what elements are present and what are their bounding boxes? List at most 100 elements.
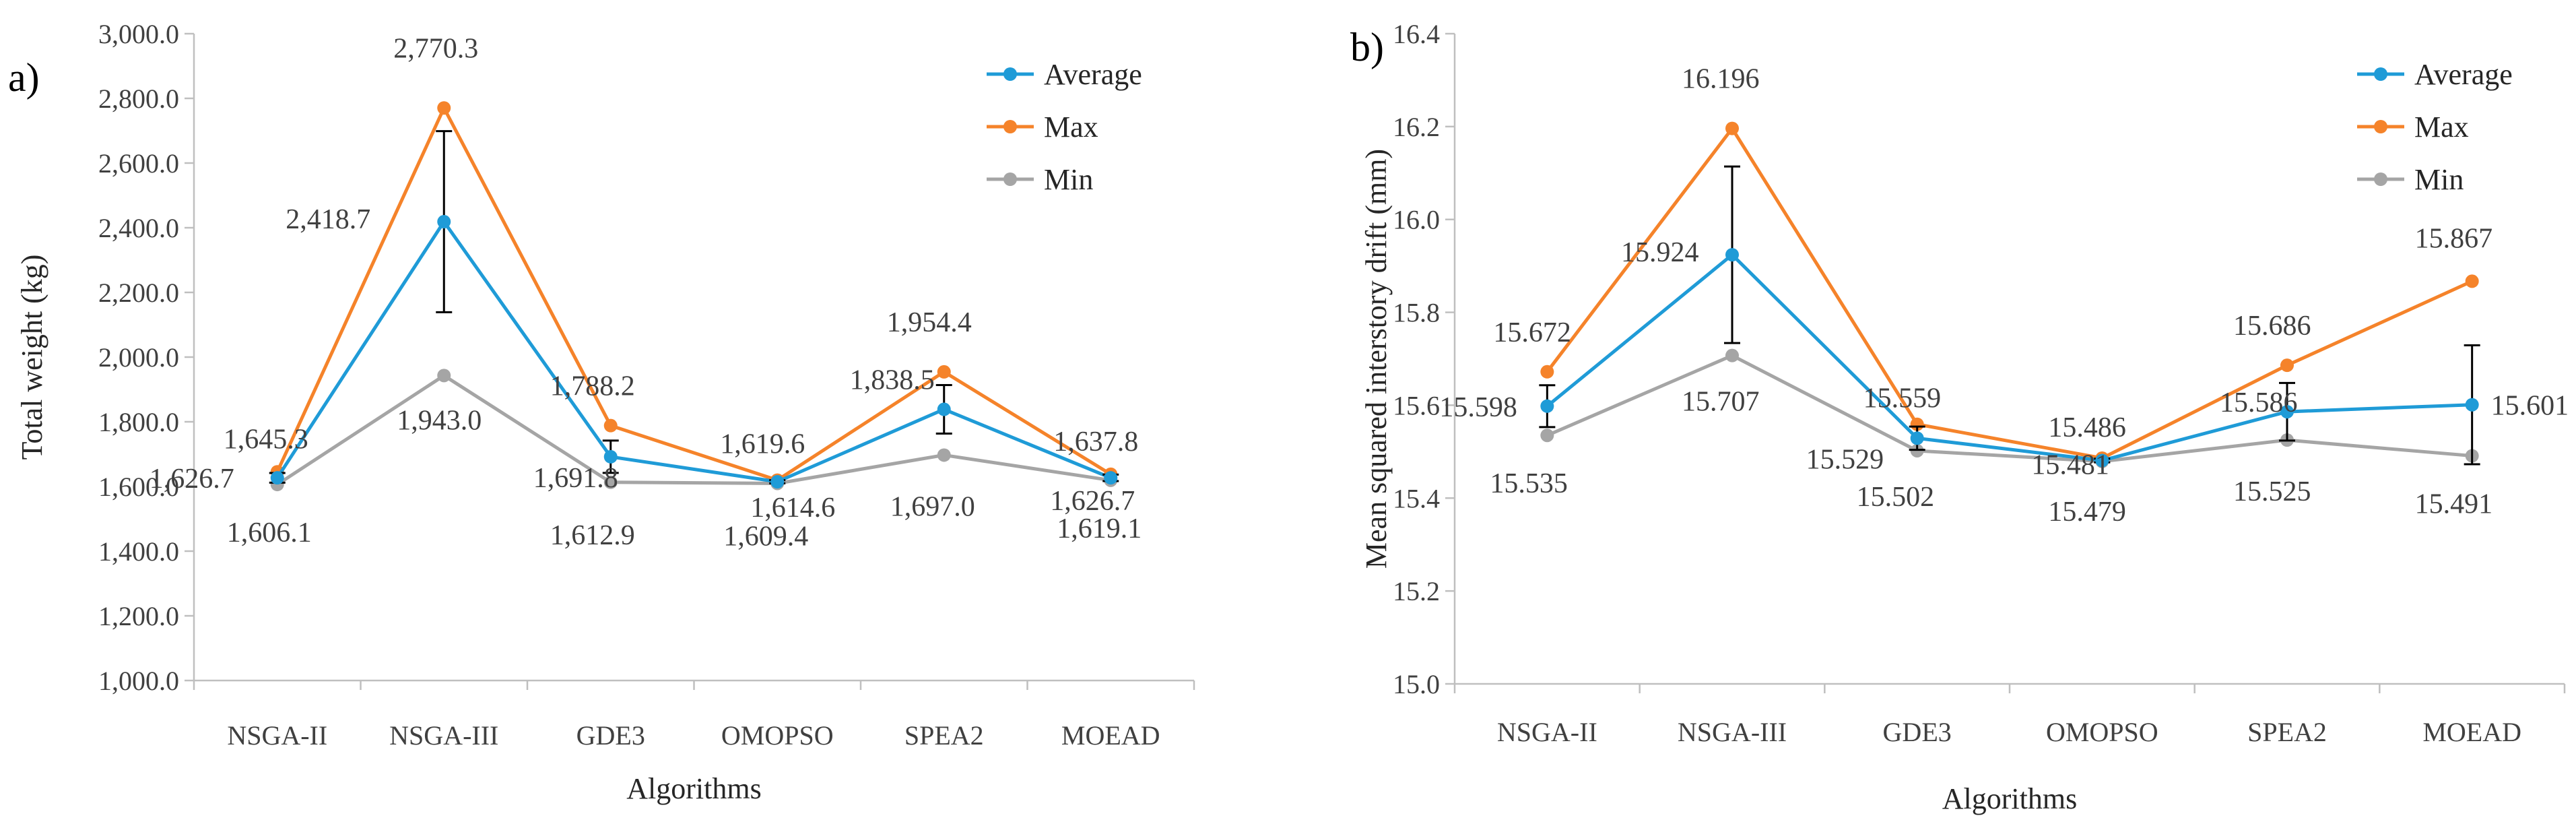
data-label-max: 1,788.2 [550, 371, 635, 402]
x-tick-label: OMOPSO [2046, 717, 2158, 747]
x-tick-label: OMOPSO [721, 720, 834, 751]
x-tick-label: MOEAD [2422, 717, 2521, 747]
x-tick-label: NSGA-III [389, 720, 498, 751]
series-line-max [275, 106, 1112, 482]
data-label-average: 15.924 [1621, 237, 1699, 268]
data-label-max: 15.486 [2048, 412, 2126, 443]
data-point-average [603, 449, 618, 464]
data-point-max [2280, 358, 2294, 373]
y-tick-label: 16.0 [1393, 205, 1440, 235]
chart-panel-a: a) 1,000.0 1,200.0 1,400.0 1,600.0 1,800.0 2,0… [8, 19, 1195, 805]
data-label-average: 15.598 [1439, 392, 1517, 423]
y-tick-label: 1,600.0 [98, 472, 179, 502]
data-point-average [937, 402, 951, 416]
data-point-average [1910, 431, 1924, 445]
legend-marker-max [2374, 120, 2387, 133]
y-tick-label: 1,800.0 [98, 407, 179, 437]
data-point-min [1540, 429, 1554, 443]
panel-label: a) [8, 55, 40, 100]
data-label-average: 1,691.8 [533, 463, 618, 494]
data-point-max [2465, 274, 2479, 288]
series-line-min [276, 373, 1111, 486]
x-axis-title: Algorithms [626, 772, 761, 805]
data-label-max: 16.196 [1682, 64, 1760, 95]
y-tick-label: 2,400.0 [98, 213, 179, 243]
data-point-max [1540, 365, 1554, 379]
y-tick-label: 3,000.0 [98, 19, 179, 49]
data-label-max: 15.686 [2233, 311, 2311, 342]
legend-marker-min [2374, 172, 2387, 186]
data-label-min: 15.491 [2415, 489, 2493, 520]
data-label-average: 2,418.7 [286, 204, 370, 235]
data-label-max: 15.559 [1863, 383, 1942, 414]
data-label-max: 1,619.6 [720, 429, 805, 460]
data-label-average: 15.586 [2220, 387, 2298, 418]
data-label-average: 15.601 [2491, 391, 2569, 422]
x-tick-label: SPEA2 [904, 720, 984, 751]
data-label-min: 1,697.0 [890, 491, 975, 522]
legend-marker-average [1003, 67, 1017, 81]
y-tick-label: 15.8 [1393, 298, 1440, 328]
data-label-max: 15.672 [1493, 317, 1571, 348]
data-point-average [2280, 405, 2294, 419]
series-line-average [1546, 253, 2472, 462]
y-tick-label: 1,200.0 [98, 601, 179, 631]
x-tick-label: GDE3 [576, 720, 645, 751]
data-point-average [770, 474, 785, 488]
series-line-max [1546, 127, 2473, 460]
data-label-average: 1,626.7 [150, 464, 234, 495]
data-point-max [937, 365, 951, 379]
data-point-max [437, 101, 451, 115]
data-point-average [270, 471, 284, 485]
data-label-max: 1,645.3 [224, 424, 308, 455]
legend-label-min: Min [2414, 163, 2464, 196]
data-label-max: 1,954.4 [887, 307, 972, 338]
y-tick-label: 2,600.0 [98, 148, 179, 179]
data-point-average [1725, 248, 1739, 262]
x-tick-label: NSGA-II [227, 720, 327, 751]
data-label-min: 1,609.4 [723, 521, 808, 552]
data-point-max [1910, 417, 1924, 431]
y-tick-label: 15.6 [1393, 390, 1440, 420]
data-label-max: 2,770.3 [393, 33, 478, 64]
data-label-average: 15.481 [2031, 449, 2109, 480]
data-label-min: 15.707 [1682, 387, 1760, 418]
y-tick-label: 2,200.0 [98, 278, 179, 308]
y-tick-label: 2,800.0 [98, 84, 179, 114]
legend-label-max: Max [2414, 110, 2469, 144]
data-point-average [2095, 453, 2109, 468]
y-tick-label: 16.4 [1393, 19, 1440, 49]
data-label-average: 15.529 [1806, 444, 1884, 475]
y-tick-label: 16.2 [1393, 112, 1440, 142]
legend-label-average: Average [1044, 58, 1142, 91]
legend-label-average: Average [2414, 58, 2513, 91]
data-point-min [937, 448, 951, 462]
data-label-max: 1,637.8 [1053, 426, 1138, 457]
y-tick-label: 2,000.0 [98, 342, 179, 373]
x-tick-label: GDE3 [1883, 717, 1952, 747]
data-point-average [437, 215, 451, 229]
data-label-min: 1,606.1 [227, 517, 312, 548]
data-label-min: 15.525 [2233, 476, 2311, 507]
legend-marker-max [1003, 120, 1017, 133]
legend-label-max: Max [1044, 110, 1098, 144]
data-point-average [1104, 471, 1118, 485]
chart-panel-b: b) 15.0 15.2 15.4 15.6 15.8 16.0 16.2 16.4 NSGA-I… [1350, 19, 2569, 815]
data-label-max: 15.867 [2415, 223, 2493, 254]
data-point-min [437, 369, 451, 383]
data-label-average: 1,838.5 [850, 365, 935, 396]
x-tick-label: NSGA-II [1497, 717, 1597, 747]
data-label-min: 1,619.1 [1057, 513, 1142, 544]
y-tick-label: 15.4 [1393, 483, 1440, 513]
y-tick-label: 1,400.0 [98, 536, 179, 567]
data-label-average: 1,626.7 [1050, 486, 1135, 517]
data-label-min: 15.535 [1490, 468, 1568, 499]
data-label-min: 15.479 [2048, 497, 2126, 528]
y-axis-title: Mean squared interstory drift (mm) [1360, 149, 1393, 569]
y-tick-label: 15.2 [1393, 576, 1440, 606]
data-label-min: 1,612.9 [550, 520, 635, 551]
y-tick-label: 1,000.0 [98, 666, 179, 696]
panel-label: b) [1350, 25, 1384, 69]
